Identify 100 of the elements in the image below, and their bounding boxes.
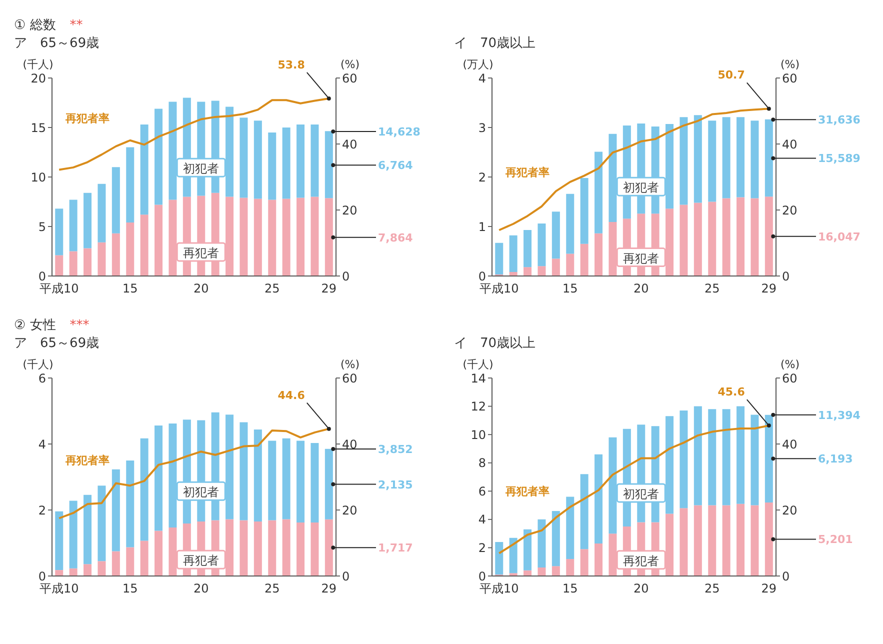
bar xyxy=(310,522,319,576)
bar xyxy=(98,184,106,242)
bar xyxy=(708,202,716,276)
y-tick-label: 0 xyxy=(478,269,486,284)
bar xyxy=(736,197,745,276)
y2-axis-title: (%) xyxy=(340,358,360,371)
bar xyxy=(736,117,745,198)
bar xyxy=(722,409,730,506)
bar xyxy=(55,570,64,576)
bar xyxy=(566,559,574,576)
bar xyxy=(282,519,290,576)
y-tick-label: 6 xyxy=(478,484,486,498)
bar xyxy=(736,406,745,504)
y-tick-label: 2 xyxy=(38,503,46,518)
x-tick-label: 25 xyxy=(264,582,280,596)
text: ** xyxy=(70,18,83,33)
data-label: 45.6 xyxy=(718,386,746,399)
y2-axis-title: (%) xyxy=(340,58,360,71)
series-label: 再犯者 xyxy=(623,251,660,266)
chart-subtitle: イ 70歳以上 xyxy=(454,335,537,352)
annotation: 31,636 xyxy=(818,114,861,127)
y2-tick-label: 20 xyxy=(782,203,798,218)
bar xyxy=(722,198,730,276)
bar xyxy=(594,152,603,234)
bar xyxy=(566,194,574,254)
bar xyxy=(708,505,716,576)
bar xyxy=(310,196,319,276)
series-label: 初犯者 xyxy=(623,180,660,195)
bar xyxy=(680,508,688,576)
bar xyxy=(84,564,92,576)
y2-tick-label: 40 xyxy=(342,437,358,452)
bar xyxy=(694,406,702,506)
y-tick-label: 5 xyxy=(38,220,46,234)
y2-tick-label: 20 xyxy=(782,503,798,518)
data-label: 53.8 xyxy=(278,58,305,72)
annotation: 6,193 xyxy=(818,452,853,466)
series-label: 再犯者 xyxy=(623,554,660,568)
x-tick-label: 29 xyxy=(321,582,337,596)
y2-tick-label: 60 xyxy=(782,71,798,86)
bar xyxy=(552,566,560,576)
bar xyxy=(580,244,588,276)
bar xyxy=(764,414,773,502)
bar xyxy=(324,131,333,198)
data-label: 50.7 xyxy=(718,68,745,82)
y2-tick-label: 60 xyxy=(782,371,798,386)
x-tick-label: 20 xyxy=(633,582,649,596)
y-tick-label: 14 xyxy=(470,371,486,386)
chart-title: ① 総数 xyxy=(14,18,56,33)
x-tick-label: 20 xyxy=(633,282,649,296)
y-tick-label: 2 xyxy=(478,170,486,184)
y-tick-label: 6 xyxy=(38,371,46,386)
y2-tick-label: 0 xyxy=(342,269,350,284)
bar xyxy=(98,486,106,562)
bar xyxy=(296,198,305,276)
bar xyxy=(126,147,134,223)
bar xyxy=(538,266,546,276)
bar xyxy=(552,258,560,276)
bar xyxy=(680,204,688,276)
bar xyxy=(55,511,64,570)
bar xyxy=(566,496,574,560)
bar xyxy=(268,520,276,576)
bar xyxy=(98,242,106,276)
y2-tick-label: 40 xyxy=(782,437,798,452)
y2-tick-label: 60 xyxy=(342,371,358,386)
bar xyxy=(680,117,688,205)
annotation: 5,201 xyxy=(818,533,853,546)
bar xyxy=(552,510,560,566)
series-label: 再犯者率 xyxy=(64,112,110,126)
y2-tick-label: 0 xyxy=(782,569,790,584)
y-tick-label: 1 xyxy=(478,220,486,234)
y2-tick-label: 0 xyxy=(782,269,790,284)
bar xyxy=(680,410,688,508)
x-tick-label: 29 xyxy=(761,282,777,296)
bar xyxy=(750,198,759,276)
annotation: 15,589 xyxy=(818,152,860,166)
x-tick-label: 平成10 xyxy=(479,282,519,296)
bar xyxy=(580,549,588,576)
x-tick-label: 15 xyxy=(122,582,138,596)
annotation: 1,717 xyxy=(378,542,413,555)
bar xyxy=(268,440,276,520)
bar xyxy=(594,233,603,276)
bar xyxy=(566,254,574,276)
bar xyxy=(98,561,106,576)
bar xyxy=(240,422,248,520)
bar xyxy=(296,522,305,576)
bar xyxy=(495,542,504,575)
y-tick-label: 4 xyxy=(478,71,486,86)
series-label: 再犯者率 xyxy=(504,166,550,179)
bar xyxy=(296,440,305,523)
bar xyxy=(538,224,546,266)
bar xyxy=(764,119,773,197)
annotation: 14,628 xyxy=(378,125,420,138)
y-tick-label: 20 xyxy=(30,71,46,86)
x-tick-label: 29 xyxy=(321,282,337,296)
series-label: 再犯者 xyxy=(183,246,220,260)
bar xyxy=(282,198,290,276)
x-tick-label: 15 xyxy=(562,282,578,296)
bar xyxy=(524,267,532,276)
bar xyxy=(140,124,148,215)
bar xyxy=(240,118,248,198)
